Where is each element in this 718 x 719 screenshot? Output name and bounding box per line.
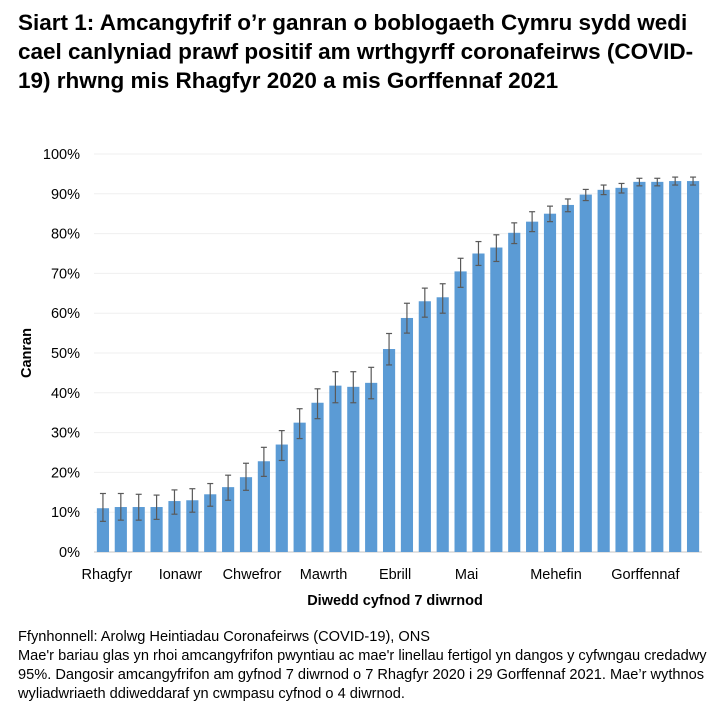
- gridlines: [94, 153, 702, 553]
- x-ticks: Rhagfyr Ionawr Chwefror Mawrth Ebrill Mai Mehe…: [82, 567, 681, 583]
- x-tick-label: Mai: [455, 567, 478, 583]
- bar: [615, 187, 628, 552]
- bar: [454, 271, 467, 552]
- bars: [96, 181, 700, 553]
- source-note: Ffynhonnell: Arolwg Heintiadau Coronafei…: [18, 629, 431, 645]
- x-tick-label: Gorffennaf: [611, 567, 680, 583]
- y-tick-label: 40%: [51, 386, 80, 402]
- bar-chart: 0% 10% 20% 30% 40% 50% 60% 70% 80% 90% 100% Rhagfy…: [19, 147, 702, 609]
- bar: [382, 349, 396, 552]
- x-tick-label: Mehefin: [530, 567, 582, 583]
- bar: [400, 317, 414, 552]
- chart-title: Siart 1: Amcangyfrif o’r ganran o boblog…: [18, 10, 694, 93]
- bar: [168, 501, 181, 552]
- y-tick-label: 30%: [51, 426, 80, 442]
- bar: [669, 181, 682, 552]
- bar: [311, 402, 324, 552]
- x-tick-label: Rhagfyr: [82, 567, 133, 583]
- y-tick-label: 50%: [51, 346, 80, 362]
- y-tick-label: 60%: [51, 306, 80, 322]
- bar: [293, 422, 306, 552]
- bar: [418, 301, 431, 552]
- y-ticks: 0% 10% 20% 30% 40% 50% 60% 70% 80% 90% 100%: [43, 147, 80, 561]
- y-tick-label: 90%: [51, 187, 80, 203]
- bar: [508, 232, 521, 552]
- bar: [329, 385, 342, 552]
- x-tick-label: Ionawr: [159, 567, 203, 583]
- bar: [132, 507, 145, 552]
- bar: [347, 386, 360, 552]
- chart-notes: Ffynhonnell: Arolwg Heintiadau Coronafei…: [18, 628, 708, 704]
- bar: [633, 181, 646, 553]
- bar: [275, 444, 288, 552]
- bar: [239, 477, 253, 552]
- y-tick-label: 10%: [51, 505, 80, 521]
- error-bars: [99, 176, 697, 522]
- bar: [114, 507, 127, 552]
- bar: [96, 508, 110, 552]
- x-tick-label: Chwefror: [223, 567, 282, 583]
- x-axis-label: Diwedd cyfnod 7 diwrnod: [307, 593, 483, 609]
- bar: [490, 247, 503, 552]
- x-tick-label: Ebrill: [379, 567, 411, 583]
- bar: [436, 297, 449, 552]
- bar: [526, 221, 539, 552]
- bar: [222, 487, 235, 552]
- y-tick-label: 70%: [51, 266, 80, 282]
- explanation-note: Mae'r bariau glas yn rhoi amcangyfrifon …: [18, 648, 707, 702]
- bar: [579, 194, 592, 552]
- x-tick-label: Mawrth: [300, 567, 348, 583]
- bar: [686, 181, 700, 552]
- y-tick-label: 20%: [51, 465, 80, 481]
- y-tick-label: 0%: [59, 545, 80, 561]
- y-tick-label: 80%: [51, 227, 80, 243]
- bar: [365, 382, 378, 552]
- bar: [543, 213, 557, 552]
- y-tick-label: 100%: [43, 147, 80, 163]
- bar: [561, 204, 574, 552]
- bar: [597, 189, 610, 552]
- bar: [651, 181, 664, 553]
- bar: [257, 461, 270, 552]
- bar: [472, 253, 485, 552]
- bar: [186, 500, 199, 552]
- y-axis-label: Canran: [19, 328, 35, 378]
- bar: [150, 507, 163, 552]
- bar: [204, 494, 217, 552]
